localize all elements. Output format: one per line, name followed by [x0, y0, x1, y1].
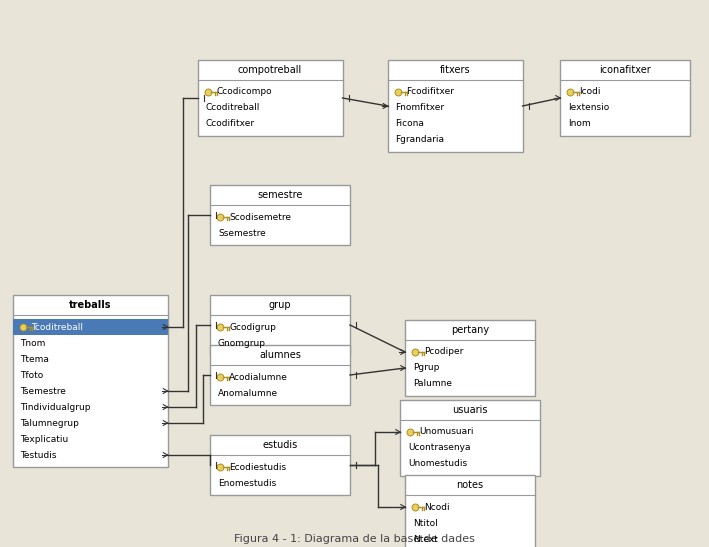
Text: compotreball: compotreball: [238, 65, 302, 75]
Text: Texplicatiu: Texplicatiu: [21, 434, 69, 444]
Text: Gnomgrup: Gnomgrup: [218, 339, 266, 347]
Text: grup: grup: [269, 300, 291, 310]
Text: estudis: estudis: [262, 440, 298, 450]
Text: notes: notes: [457, 480, 484, 490]
FancyBboxPatch shape: [13, 319, 167, 335]
FancyBboxPatch shape: [405, 475, 535, 547]
FancyBboxPatch shape: [210, 435, 350, 495]
Text: Ucontrasenya: Ucontrasenya: [408, 444, 471, 452]
Text: Inom: Inom: [568, 119, 591, 129]
FancyBboxPatch shape: [210, 185, 350, 245]
FancyBboxPatch shape: [405, 320, 535, 396]
Text: Ficona: Ficona: [396, 119, 425, 129]
Text: Pcodiper: Pcodiper: [424, 347, 464, 357]
FancyBboxPatch shape: [198, 60, 342, 136]
FancyBboxPatch shape: [560, 60, 690, 136]
Text: Ntitol: Ntitol: [413, 519, 437, 527]
Text: Ntext: Ntext: [413, 534, 438, 544]
Text: Testudis: Testudis: [21, 451, 57, 459]
Text: Fcodifitxer: Fcodifitxer: [406, 88, 454, 96]
Text: usuaris: usuaris: [452, 405, 488, 415]
Text: Unomusuari: Unomusuari: [419, 428, 474, 437]
FancyBboxPatch shape: [400, 400, 540, 476]
Text: Palumne: Palumne: [413, 380, 452, 388]
Text: Pgrup: Pgrup: [413, 364, 440, 373]
Text: Gcodigrup: Gcodigrup: [229, 323, 276, 331]
Text: Scodisemetre: Scodisemetre: [229, 212, 291, 222]
Text: Tsemestre: Tsemestre: [21, 387, 67, 395]
Text: Ccodifitxer: Ccodifitxer: [206, 119, 255, 129]
Text: Talumnegrup: Talumnegrup: [21, 418, 79, 428]
Text: Tfoto: Tfoto: [21, 370, 44, 380]
Text: Ttema: Ttema: [21, 354, 50, 364]
Text: fitxers: fitxers: [440, 65, 470, 75]
Text: Ecodiestudis: Ecodiestudis: [229, 463, 286, 472]
Text: Fnomfitxer: Fnomfitxer: [396, 103, 445, 113]
Text: Iextensio: Iextensio: [568, 103, 609, 113]
Text: Ccoditreball: Ccoditreball: [206, 103, 260, 113]
Text: pertany: pertany: [451, 325, 489, 335]
Text: Ssemestre: Ssemestre: [218, 229, 266, 237]
Text: Enomestudis: Enomestudis: [218, 479, 277, 487]
Text: Icodi: Icodi: [579, 88, 601, 96]
Text: Fgrandaria: Fgrandaria: [396, 136, 445, 144]
Text: iconafitxer: iconafitxer: [599, 65, 651, 75]
Text: semestre: semestre: [257, 190, 303, 200]
Text: Tnom: Tnom: [21, 339, 46, 347]
FancyBboxPatch shape: [13, 295, 167, 467]
Text: alumnes: alumnes: [259, 350, 301, 360]
Text: Figura 4 - 1: Diagrama de la base de dades: Figura 4 - 1: Diagrama de la base de dad…: [234, 534, 475, 544]
Text: Tindividualgrup: Tindividualgrup: [21, 403, 91, 411]
Text: treballs: treballs: [69, 300, 111, 310]
FancyBboxPatch shape: [210, 295, 350, 355]
FancyBboxPatch shape: [210, 345, 350, 405]
Text: Acodialumne: Acodialumne: [229, 373, 288, 381]
Text: Ccodicompo: Ccodicompo: [216, 88, 272, 96]
Text: Unomestudis: Unomestudis: [408, 459, 467, 468]
Text: Anomalumne: Anomalumne: [218, 388, 278, 398]
Text: Ncodi: Ncodi: [424, 503, 450, 511]
Text: Tcoditreball: Tcoditreball: [31, 323, 84, 331]
FancyBboxPatch shape: [388, 60, 523, 152]
